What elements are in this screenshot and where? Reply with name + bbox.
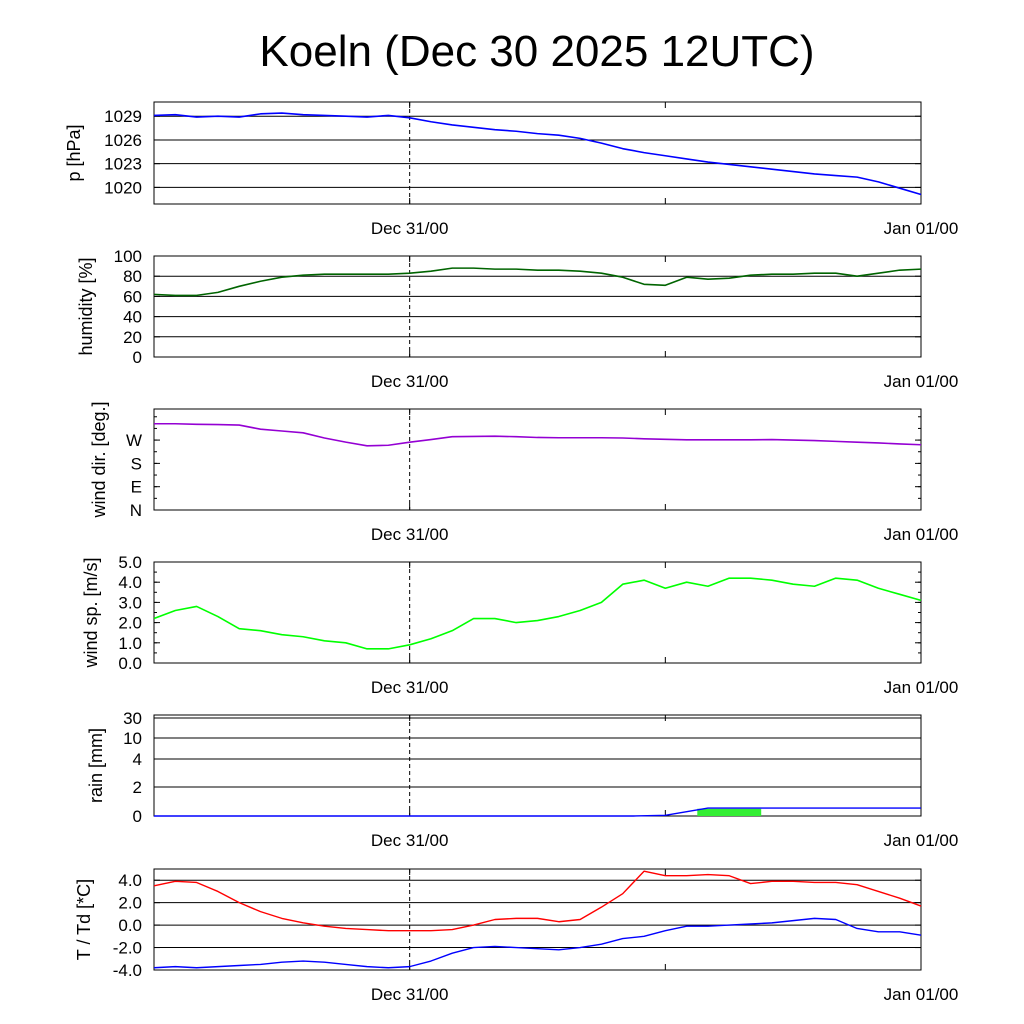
- y-tick-label: 80: [123, 267, 142, 286]
- y-tick-label: 0: [133, 348, 142, 367]
- y-axis-label: wind dir. [deg.]: [89, 401, 109, 518]
- plot-frame: [153, 255, 922, 358]
- y-tick-label: 40: [123, 308, 142, 327]
- y-tick-label: E: [131, 478, 142, 497]
- x-tick-label: Dec 31/00: [371, 372, 449, 391]
- y-tick-label: 0.0: [118, 654, 142, 673]
- y-tick-label: 1029: [104, 107, 142, 126]
- chart-title: Koeln (Dec 30 2025 12UTC): [259, 27, 814, 76]
- y-tick-label: 1.0: [118, 634, 142, 653]
- y-tick-label: 1020: [104, 178, 142, 197]
- x-tick-label: Jan 01/00: [884, 372, 959, 391]
- y-tick-label: 4: [133, 750, 142, 769]
- panel-wind_speed: 0.01.02.0 3.04.05.0 Dec 31/00 Jan 01/00 wind…: [81, 553, 958, 697]
- x-tick-label: Dec 31/00: [371, 678, 449, 697]
- x-tick-label: Dec 31/00: [371, 985, 449, 1004]
- y-tick-label: 0: [133, 807, 142, 826]
- y-tick-label: W: [126, 431, 142, 450]
- y-tick-label: 3.0: [118, 593, 142, 612]
- y-tick-label: 1023: [104, 155, 142, 174]
- y-tick-label: N: [130, 501, 142, 520]
- y-tick-label: 10: [123, 729, 142, 748]
- y-axis-label: rain [mm]: [86, 728, 106, 803]
- plot-frame: [153, 561, 922, 664]
- x-tick-label: Jan 01/00: [884, 831, 959, 850]
- y-tick-label: 30: [123, 709, 142, 728]
- y-tick-label: -2.0: [113, 939, 142, 958]
- series-line-t: [153, 870, 922, 932]
- y-tick-label: 100: [114, 247, 142, 266]
- y-tick-label: 60: [123, 287, 142, 306]
- y-tick-label: 5.0: [118, 553, 142, 572]
- y-tick-label: 2.0: [118, 894, 142, 913]
- plot-frame: [153, 868, 922, 971]
- x-tick-label: Dec 31/00: [371, 219, 449, 238]
- x-tick-label: Dec 31/00: [371, 831, 449, 850]
- y-axis-label: wind sp. [m/s]: [81, 557, 101, 668]
- y-axis-label: T / Td [*C]: [74, 879, 94, 960]
- plot-frame: [153, 408, 922, 511]
- y-tick-label: -4.0: [113, 961, 142, 980]
- panel-pressure: 1020 1023 1026 1029 Dec 31/00 Jan 01/00 p [hPa…: [64, 101, 959, 238]
- x-tick-label: Jan 01/00: [884, 985, 959, 1004]
- series-line-humidity: [153, 267, 922, 297]
- y-tick-label: 1026: [104, 131, 142, 150]
- y-axis-label: p [hPa]: [64, 124, 84, 181]
- x-tick-label: Jan 01/00: [884, 219, 959, 238]
- x-tick-label: Jan 01/00: [884, 678, 959, 697]
- y-tick-label: S: [131, 454, 142, 473]
- series-line-wind_direction: [154, 422, 922, 447]
- series-line-td: [153, 917, 922, 969]
- plot-frame: [153, 101, 922, 205]
- y-tick-label: 0.0: [118, 916, 142, 935]
- rain-accumulation-line: [154, 807, 921, 817]
- y-tick-label: 2: [133, 778, 142, 797]
- rain-bar: [697, 808, 762, 816]
- series-line-pressure: [153, 112, 922, 196]
- plot-frame: [153, 714, 922, 817]
- x-tick-label: Dec 31/00: [371, 525, 449, 544]
- series-line-wind_speed: [153, 577, 922, 650]
- y-tick-label: 4.0: [118, 573, 142, 592]
- y-tick-label: 20: [123, 328, 142, 347]
- panel-temperature: -4.0 -2.0 0.0 2.0 4.0 Dec 31/00 Jan 01/00 T / T…: [74, 868, 959, 1004]
- y-tick-label: 2.0: [118, 614, 142, 633]
- x-tick-label: Jan 01/00: [884, 525, 959, 544]
- y-axis-label: humidity [%]: [76, 257, 96, 355]
- y-tick-label: 4.0: [118, 871, 142, 890]
